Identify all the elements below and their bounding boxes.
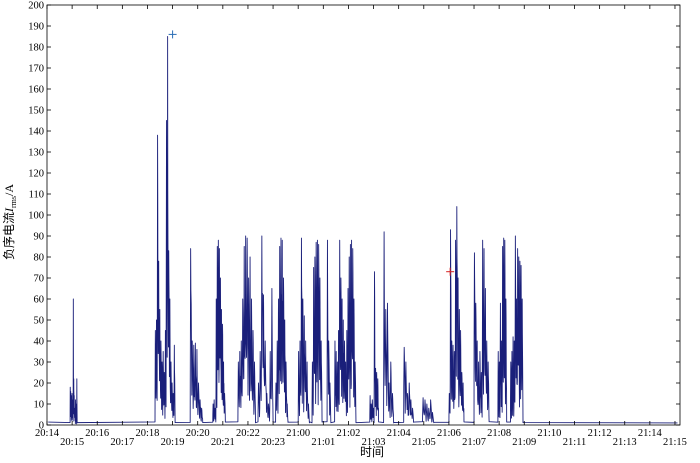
y-axis-title-main: 负序电流 xyxy=(1,212,16,260)
y-tick-label: 110 xyxy=(29,190,44,201)
x-tick-label: 20:17 xyxy=(110,437,134,448)
y-tick-label: 170 xyxy=(28,64,44,75)
x-tick-label: 20:14 xyxy=(35,428,60,439)
y-tick-label: 0 xyxy=(39,421,44,432)
y-tick-label: 200 xyxy=(28,1,44,12)
y-tick-label: 160 xyxy=(28,85,44,96)
y-tick-label: 40 xyxy=(34,337,45,348)
y-tick-label: 130 xyxy=(28,148,44,159)
plot-area xyxy=(46,4,681,426)
y-axis-title-subscript: rms xyxy=(9,196,18,208)
svg-text:负序电流Irms/A: 负序电流Irms/A xyxy=(1,184,18,260)
y-tick-label: 140 xyxy=(28,127,44,138)
x-tick-label: 21:06 xyxy=(437,428,461,439)
axes-layer: 0 10 20 30 40 50 60 70 80 90 100 110 120 130 140 150 160… xyxy=(28,1,687,449)
x-tick-label: 21:14 xyxy=(638,428,663,439)
y-axis-title-unit: /A xyxy=(2,184,16,196)
y-tick-label: 90 xyxy=(34,232,45,243)
x-tick-label: 21:13 xyxy=(613,437,637,448)
x-tick-label: 20:22 xyxy=(236,428,260,439)
x-tick-label: 21:08 xyxy=(487,428,511,439)
y-tick-label: 50 xyxy=(34,316,45,327)
y-tick-label: 100 xyxy=(28,211,44,222)
x-tick-label: 21:00 xyxy=(286,428,310,439)
x-tick-label: 20:16 xyxy=(85,428,109,439)
y-tick-label: 120 xyxy=(28,169,44,180)
current-series-line xyxy=(48,36,678,425)
marker-red xyxy=(446,267,455,276)
x-tick-label: 21:03 xyxy=(362,437,386,448)
x-tick-label: 21:09 xyxy=(512,437,536,448)
x-tick-label: 21:04 xyxy=(387,428,412,439)
x-tick-label: 21:02 xyxy=(336,428,360,439)
x-tick-label: 21:07 xyxy=(462,437,486,448)
y-tick-label: 180 xyxy=(28,43,44,54)
y-tick-label: 10 xyxy=(34,400,45,411)
x-tick-label: 21:11 xyxy=(563,437,587,448)
x-tick-label: 21:01 xyxy=(311,437,335,448)
x-tick-label: 20:15 xyxy=(60,437,84,448)
y-tick-label: 30 xyxy=(34,358,45,369)
plot-frame xyxy=(46,4,681,426)
y-tick-label: 150 xyxy=(28,106,44,117)
max-marker-blue xyxy=(168,30,177,39)
y-axis-title: 负序电流Irms/A xyxy=(1,184,18,260)
x-tick-label: 21:10 xyxy=(537,428,561,439)
x-tick-label: 20:19 xyxy=(161,437,185,448)
y-tick-label: 60 xyxy=(34,295,45,306)
y-axis-title-symbol: I xyxy=(2,207,16,213)
x-tick-label: 20:21 xyxy=(211,437,235,448)
x-tick-label: 21:15 xyxy=(663,437,687,448)
x-tick-label: 21:05 xyxy=(412,437,436,448)
y-tick-label: 80 xyxy=(34,253,45,264)
y-tick-label: 20 xyxy=(34,379,45,390)
x-tick-label: 20:20 xyxy=(186,428,210,439)
x-tick-label: 20:18 xyxy=(136,428,160,439)
y-tick-label: 70 xyxy=(34,274,45,285)
x-tick-label: 20:23 xyxy=(261,437,285,448)
x-tick-label: 21:12 xyxy=(588,428,612,439)
y-tick-label: 190 xyxy=(28,22,44,33)
series-layer xyxy=(48,30,678,425)
x-axis-title: 时间 xyxy=(360,445,384,458)
